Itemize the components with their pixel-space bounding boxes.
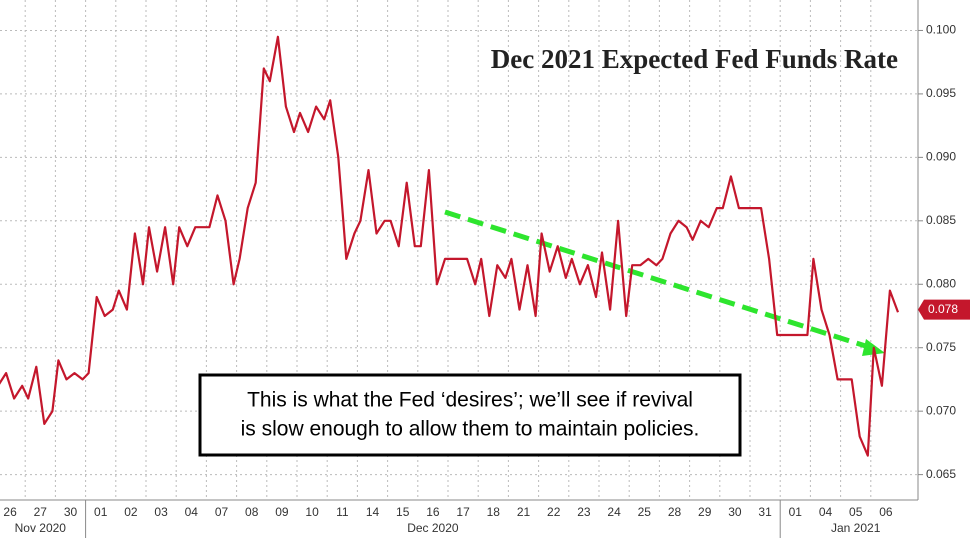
x-tick-label: 16 bbox=[426, 505, 440, 519]
y-tick-label: 0.080 bbox=[926, 276, 956, 290]
x-tick-label: 25 bbox=[638, 505, 652, 519]
x-tick-label: 06 bbox=[879, 505, 893, 519]
x-tick-label: 29 bbox=[698, 505, 712, 519]
y-tick-label: 0.070 bbox=[926, 403, 956, 417]
month-label: Jan 2021 bbox=[831, 521, 881, 535]
x-tick-label: 23 bbox=[577, 505, 591, 519]
x-tick-label: 17 bbox=[456, 505, 470, 519]
x-tick-label: 11 bbox=[336, 505, 349, 519]
y-tick-label: 0.095 bbox=[926, 86, 956, 100]
data-line bbox=[0, 35, 900, 457]
x-tick-label: 10 bbox=[305, 505, 319, 519]
x-tick-label: 14 bbox=[366, 505, 380, 519]
plot bbox=[0, 35, 900, 457]
x-tick-label: 08 bbox=[245, 505, 259, 519]
y-tick-label: 0.085 bbox=[926, 213, 956, 227]
chart-title: Dec 2021 Expected Fed Funds Rate bbox=[491, 44, 898, 74]
x-tick-label: 31 bbox=[758, 505, 772, 519]
y-tick-label: 0.065 bbox=[926, 467, 956, 481]
x-tick-label: 03 bbox=[154, 505, 168, 519]
x-tick-label: 01 bbox=[94, 505, 108, 519]
x-tick-label: 27 bbox=[34, 505, 48, 519]
y-tick-label: 0.090 bbox=[926, 150, 956, 164]
last-value-label: 0.078 bbox=[928, 302, 958, 316]
month-label: Dec 2020 bbox=[407, 521, 459, 535]
annotation-line: is slow enough to allow them to maintain… bbox=[241, 418, 700, 441]
x-tick-label: 30 bbox=[728, 505, 742, 519]
trend-arrow bbox=[444, 209, 879, 353]
x-tick-label: 30 bbox=[64, 505, 78, 519]
x-tick-label: 01 bbox=[789, 505, 803, 519]
x-tick-label: 02 bbox=[124, 505, 138, 519]
y-tick-label: 0.100 bbox=[926, 23, 956, 37]
annotation-line: This is what the Fed ‘desires’; we’ll se… bbox=[247, 389, 693, 412]
x-tick-label: 24 bbox=[607, 505, 621, 519]
x-tick-label: 09 bbox=[275, 505, 289, 519]
x-tick-label: 04 bbox=[185, 505, 199, 519]
x-tick-label: 07 bbox=[215, 505, 229, 519]
month-label: Nov 2020 bbox=[15, 521, 67, 535]
annotation-box bbox=[198, 373, 742, 457]
x-tick-label: 22 bbox=[547, 505, 561, 519]
x-tick-label: 04 bbox=[819, 505, 833, 519]
x-tick-label: 18 bbox=[487, 505, 501, 519]
x-tick-label: 28 bbox=[668, 505, 682, 519]
x-tick-label: 05 bbox=[849, 505, 863, 519]
x-tick-label: 26 bbox=[3, 505, 17, 519]
x-tick-label: 15 bbox=[396, 505, 410, 519]
last-value-tag bbox=[918, 299, 970, 320]
x-tick-label: 21 bbox=[517, 505, 531, 519]
y-tick-label: 0.075 bbox=[926, 340, 956, 354]
